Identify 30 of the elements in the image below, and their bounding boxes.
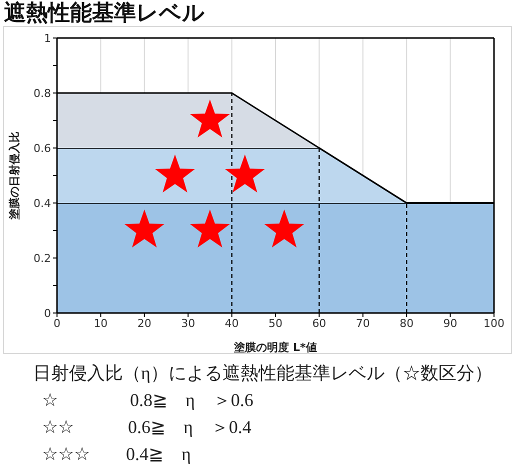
- x-tick-label: 30: [181, 316, 196, 330]
- y-tick-label: 0.2: [34, 252, 51, 265]
- text: ☆☆☆ 0.4≧ η: [42, 443, 191, 466]
- x-tick-label: 50: [268, 316, 282, 330]
- x-tick-label: 10: [94, 316, 108, 330]
- chart-title: 遮熱性能基準レベル: [4, 0, 205, 28]
- y-tick-label: 0.6: [34, 142, 51, 155]
- point: [155, 154, 195, 192]
- point: [190, 210, 230, 248]
- text: ☆☆ 0.6≧ η ＞0.4: [42, 416, 252, 439]
- y-tick-label: 0.4: [34, 196, 51, 210]
- x-tick-label: 0: [54, 316, 60, 330]
- text: 日射侵入比（η）による遮熱性能基準レベル（☆数区分）: [33, 362, 492, 385]
- y-tick-label: 1: [44, 32, 51, 45]
- point: [264, 210, 304, 248]
- x-tick-label: 40: [224, 316, 239, 330]
- point: [224, 154, 265, 192]
- x-tick-label: 20: [137, 316, 152, 330]
- y-tick-label: 0.8: [34, 86, 51, 100]
- text: ☆ 0.8≧ η ＞0.6: [42, 389, 254, 412]
- x-tick-label: 60: [312, 316, 326, 330]
- y-tick-label: 0: [44, 306, 51, 320]
- x-tick-label: 90: [443, 316, 458, 330]
- y-axis-title: 塗膜の日射侵入比: [8, 132, 21, 220]
- point: [190, 100, 230, 138]
- x-tick-label: 80: [400, 316, 414, 330]
- x-axis-title: 塗膜の明度 L*値: [233, 341, 317, 354]
- point: [124, 210, 164, 248]
- x-tick-label: 70: [356, 316, 370, 330]
- x-tick-label: 100: [484, 316, 504, 330]
